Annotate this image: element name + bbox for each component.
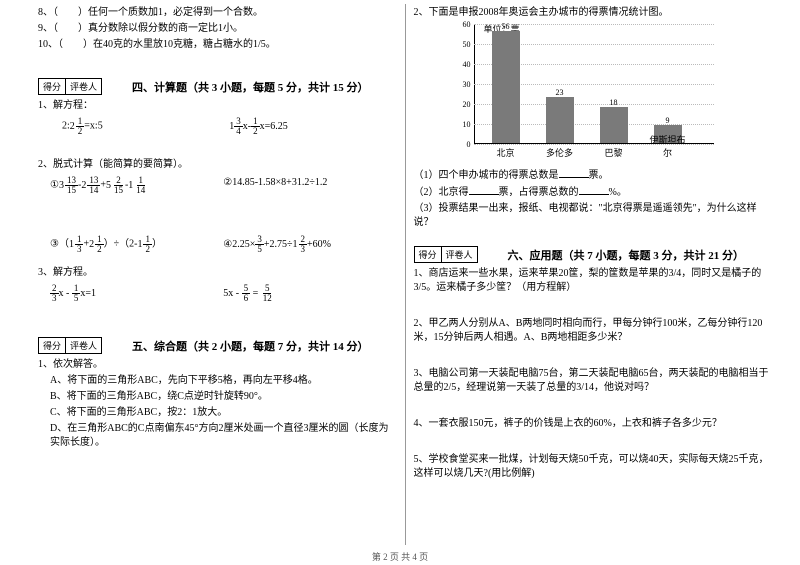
s4-q2: 2、脱式计算（能简算的要简算）。 — [38, 158, 397, 172]
frac-d: 5 — [255, 245, 264, 254]
section-6-header: 得分 评卷人 六、应用题（共 7 小题，每题 3 分，共计 21 分） — [414, 246, 773, 263]
frac-d: 12 — [261, 294, 274, 303]
section-5-title: 五、综合题（共 2 小题，每题 7 分，共计 14 分） — [132, 338, 369, 354]
text: ④2.25× — [223, 239, 255, 250]
s4-q1a: 2:212=x:5 — [62, 117, 229, 136]
score-box: 得分 评卷人 — [38, 337, 102, 354]
frac-d: 2 — [95, 245, 104, 254]
section-5-header: 得分 评卷人 五、综合题（共 2 小题，每题 7 分，共计 14 分） — [38, 337, 397, 354]
frac-w: 5 — [106, 179, 111, 193]
frac-w: 1 — [293, 238, 298, 252]
text: 5x - — [223, 288, 241, 299]
text: x- — [243, 121, 251, 132]
blank — [579, 185, 609, 195]
section-4-header: 得分 评卷人 四、计算题（共 3 小题，每题 5 分，共计 15 分） — [38, 78, 397, 95]
frac-d: 6 — [242, 294, 251, 303]
s6-q4: 4、一套衣服150元，裤子的价钱是上衣的60%，上衣和裤子各多少元？ — [414, 417, 773, 431]
text: +2.75÷ — [264, 239, 293, 250]
sub1: （1）四个申办城市的得票总数是 票。 — [414, 168, 773, 183]
vote-chart: 单位：票 010203040506056北京23多伦多18巴黎9伊斯坦布尔 — [454, 24, 714, 164]
section-4-title: 四、计算题（共 3 小题，每题 5 分，共计 15 分） — [132, 79, 369, 95]
text: x=1 — [80, 288, 96, 299]
s5-q1a: A、将下面的三角形ABC，先向下平移5格，再向左平移4格。 — [50, 374, 397, 388]
frac-w: 2 — [81, 179, 86, 193]
reviewer-cell: 评卷人 — [442, 247, 477, 262]
score-cell: 得分 — [415, 247, 442, 262]
score-cell: 得分 — [39, 79, 66, 94]
text: %。 — [609, 187, 627, 198]
text: +60% — [307, 239, 331, 250]
s4-q2d: ④2.25×35+2.75÷123+60% — [223, 235, 396, 254]
text: （2）北京得 — [414, 187, 469, 198]
sub2: （2）北京得 票，占得票总数的 %。 — [414, 185, 773, 200]
sub3: （3）投票结果一出来，报纸、电视都说："北京得票是遥遥领先"，为什么这样说？ — [414, 202, 773, 230]
q10: 10、（ ）在40克的水里放10克糖，糖占糖水的1/5。 — [38, 38, 397, 52]
s5-q1c: C、将下面的三角形ABC，按2：1放大。 — [50, 406, 397, 420]
frac-w: 2 — [89, 238, 94, 252]
s6-q2: 2、甲乙两人分别从A、B两地同时相向而行，甲每分钟行100米，乙每分钟行120米… — [414, 317, 773, 345]
s4-q3b: 5x - 56 = 512 — [223, 284, 396, 303]
frac-w: 2 — [70, 120, 75, 134]
score-box: 得分 评卷人 — [414, 246, 478, 263]
s5-q1: 1、依次解答。 — [38, 358, 397, 372]
frac-d: 14 — [134, 186, 147, 195]
page-footer: 第 2 页 共 4 页 — [0, 550, 800, 563]
frac-d: 15 — [112, 186, 125, 195]
text: ③（ — [50, 239, 69, 250]
s6-q5: 5、学校食堂买来一批煤，计划每天烧50千克，可以烧40天，实际每天烧25千克，这… — [414, 453, 773, 481]
text: =x:5 — [84, 121, 102, 132]
score-cell: 得分 — [39, 338, 66, 353]
text: （1）四个申办城市的得票总数是 — [414, 170, 559, 181]
frac-d: 15 — [65, 186, 78, 195]
text: x - — [59, 288, 72, 299]
frac-d: 3 — [75, 245, 84, 254]
text: 票，占得票总数的 — [499, 187, 579, 198]
text: x=6.25 — [260, 121, 288, 132]
s4-q3a: 23x - 15x=1 — [50, 284, 223, 303]
frac-d: 2 — [76, 127, 85, 136]
q9: 9、（ ）真分数除以假分数的商一定比1小。 — [38, 22, 397, 36]
frac-d: 4 — [234, 127, 243, 136]
frac-d: 3 — [50, 294, 59, 303]
q8: 8、（ ）任何一个质数加1，必定得到一个合数。 — [38, 6, 397, 20]
blank — [469, 185, 499, 195]
frac-d: 2 — [251, 127, 260, 136]
frac-d: 3 — [299, 245, 308, 254]
text: 票。 — [589, 170, 609, 181]
r-q2: 2、下面是申报2008年奥运会主办城市的得票情况统计图。 — [414, 6, 773, 20]
s4-q2c: ③（113+212）÷（2-112） — [50, 235, 223, 254]
text: = — [250, 288, 261, 299]
s4-q2a: ①31315-21314+5215-1114 — [50, 176, 223, 195]
s4-q3: 3、解方程。 — [38, 266, 397, 280]
frac-d: 14 — [87, 186, 100, 195]
frac-w: 1 — [128, 179, 133, 193]
text: ） — [152, 239, 162, 250]
section-6-title: 六、应用题（共 7 小题，每题 3 分，共计 21 分） — [508, 247, 745, 263]
s5-q1d: D、在三角形ABC的C点南偏东45°方向2厘米处画一个直径3厘米的圆（长度为实际… — [50, 422, 397, 450]
blank — [559, 168, 589, 178]
frac-d: 2 — [143, 245, 152, 254]
s4-q1: 1、解方程： — [38, 99, 397, 113]
s5-q1b: B、将下面的三角形ABC，绕C点逆时针旋转90°。 — [50, 390, 397, 404]
text: 2: — [62, 121, 70, 132]
s6-q3: 3、电脑公司第一天装配电脑75台，第二天装配电脑65台，两天装配的电脑相当于总量… — [414, 367, 773, 395]
text: ）÷（2- — [104, 239, 138, 250]
s6-q1: 1、商店运来一些水果，运来苹果20筐，梨的筐数是苹果的3/4，同时又是橘子的3/… — [414, 267, 773, 295]
frac-w: 1 — [137, 238, 142, 252]
score-box: 得分 评卷人 — [38, 78, 102, 95]
s4-q1b: 134x-12x=6.25 — [229, 117, 396, 136]
frac-w: 1 — [69, 238, 74, 252]
reviewer-cell: 评卷人 — [66, 338, 101, 353]
reviewer-cell: 评卷人 — [66, 79, 101, 94]
s4-q2b: ②14.85-1.58×8+31.2÷1.2 — [223, 176, 396, 195]
frac-w: 3 — [59, 179, 64, 193]
text: ① — [50, 180, 59, 191]
